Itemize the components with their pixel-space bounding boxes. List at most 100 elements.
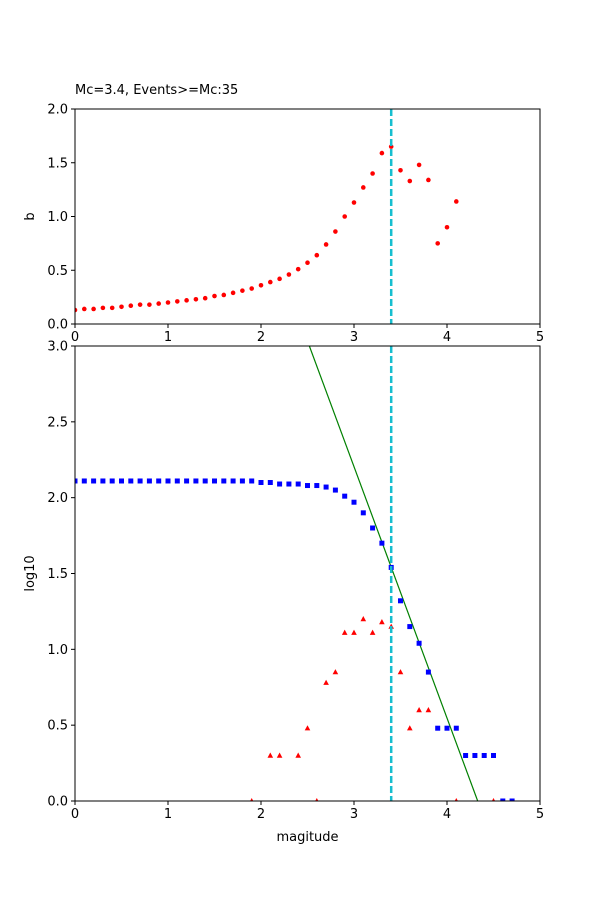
bottom-triangle-point: [425, 707, 432, 713]
bottom-triangle-point: [295, 752, 301, 758]
bottom-y-tick-label: 3.0: [47, 340, 68, 355]
bottom-square-point: [425, 669, 431, 675]
bottom-square-point: [267, 480, 273, 485]
bottom-square-point: [435, 725, 441, 731]
top-axes-frame: [74, 108, 541, 325]
bottom-square-point: [91, 478, 97, 484]
bottom-square-point: [100, 478, 106, 484]
bottom-square-point: [407, 624, 413, 630]
bottom-square-point: [332, 487, 338, 493]
top-y-tick-label: 1.5: [47, 156, 68, 171]
bottom-y-tick-label: 0.0: [47, 795, 68, 810]
top-point: [240, 288, 245, 293]
bottom-triangle-point: [267, 752, 274, 758]
top-point: [333, 229, 338, 234]
bottom-y-tick-label: 1.5: [47, 567, 68, 582]
bottom-square-point: [314, 483, 320, 489]
bottom-triangle-point: [360, 616, 367, 622]
top-x-tick-label: 0: [71, 330, 79, 345]
bottom-square-point: [109, 478, 115, 484]
top-point: [147, 302, 152, 307]
top-point: [379, 150, 385, 156]
top-y-tick-label: 2.0: [47, 103, 68, 118]
top-point: [230, 290, 236, 296]
bottom-square-point: [128, 478, 134, 484]
bottom-square-point: [239, 478, 245, 484]
bottom-square-point: [174, 478, 180, 484]
top-y-tick-label: 0.5: [47, 264, 68, 279]
bottom-x-tick-label: 2: [257, 807, 265, 822]
top-y-tick-label: 0.0: [47, 318, 68, 333]
top-y-tick-label: 1.0: [47, 210, 68, 225]
bottom-triangle-point: [454, 798, 458, 801]
top-point: [184, 298, 189, 303]
bottom-axes-frame: [74, 345, 541, 802]
bottom-square-point: [258, 480, 264, 485]
bottom-square-point: [370, 525, 376, 531]
bottom-x-tick-label: 1: [164, 807, 172, 822]
top-point: [295, 266, 301, 272]
top-point: [361, 185, 366, 190]
top-point: [156, 301, 161, 306]
bottom-square-point: [472, 753, 478, 758]
bottom-triangle-point: [323, 679, 329, 685]
top-x-tick-label: 5: [536, 330, 544, 345]
bottom-y-tick-label: 0.5: [47, 719, 68, 734]
log-frequency-panel: magitude log10 0 1 2 3 4 5 0.0 0.5 1.0 1.5 2.0 2.5 3…: [23, 340, 544, 846]
top-point: [305, 260, 310, 266]
bottom-square-point: [137, 478, 143, 484]
top-point: [137, 302, 143, 307]
bottom-x-tick-label: 0: [71, 807, 79, 822]
bottom-square-point: [165, 478, 171, 484]
top-y-axis-label: b: [23, 212, 38, 220]
bottom-triangle-point: [315, 798, 319, 801]
bottom-triangle-point: [341, 629, 348, 635]
bottom-plot-area: 0 1 2 3 4 5 0.0 0.5 1.0 1.5 2.0 2.5 3.0: [47, 340, 544, 823]
top-point: [249, 286, 254, 291]
bottom-square-point: [416, 640, 422, 646]
bottom-square-point: [212, 478, 217, 484]
b-value-panel: Mc=3.4, Events>=Mc:35 b 0 1 2 3 4 5 0.0 0.5 1.0 1…: [23, 83, 544, 345]
top-point: [165, 300, 171, 305]
bottom-square-point: [305, 483, 310, 489]
top-point: [100, 305, 106, 311]
bottom-x-tick-label: 3: [350, 807, 358, 822]
bottom-square-point: [360, 510, 366, 516]
bottom-square-point: [398, 598, 403, 604]
bottom-x-tick-label: 4: [443, 807, 451, 822]
bottom-square-point: [119, 478, 124, 484]
bottom-square-point: [230, 478, 236, 484]
top-point: [75, 307, 78, 313]
top-point: [454, 199, 459, 204]
bottom-triangle-point: [351, 629, 357, 635]
top-point: [258, 283, 264, 288]
bottom-square-point: [481, 753, 487, 758]
bottom-square-point: [146, 478, 152, 484]
bottom-x-axis-label: magitude: [276, 830, 338, 845]
bottom-square-point: [81, 478, 87, 484]
bottom-square-point: [295, 481, 301, 487]
top-point: [175, 299, 180, 304]
top-chart-title: Mc=3.4, Events>=Mc:35: [75, 83, 238, 98]
top-point: [342, 214, 348, 219]
top-x-tick-label: 2: [257, 330, 265, 345]
bottom-triangle-point: [276, 752, 283, 758]
bottom-square-point: [500, 798, 506, 801]
bottom-triangle-point: [397, 669, 404, 675]
bottom-square-point: [351, 499, 357, 505]
bottom-square-point: [221, 478, 227, 484]
top-point: [286, 272, 292, 277]
bottom-y-axis-label: log10: [23, 555, 38, 591]
bottom-y-tick-label: 1.0: [47, 643, 68, 658]
top-x-tick-label: 4: [443, 330, 451, 345]
top-plot-area: 0 1 2 3 4 5 0.0 0.5 1.0 1.5 2.0: [47, 103, 544, 346]
bottom-square-point: [509, 798, 515, 801]
top-point: [444, 224, 450, 230]
top-point: [407, 178, 413, 184]
top-point: [202, 295, 208, 301]
bottom-square-point: [202, 478, 208, 484]
bottom-square-point: [379, 540, 385, 546]
bottom-square-point: [184, 478, 190, 484]
top-point: [351, 200, 357, 205]
